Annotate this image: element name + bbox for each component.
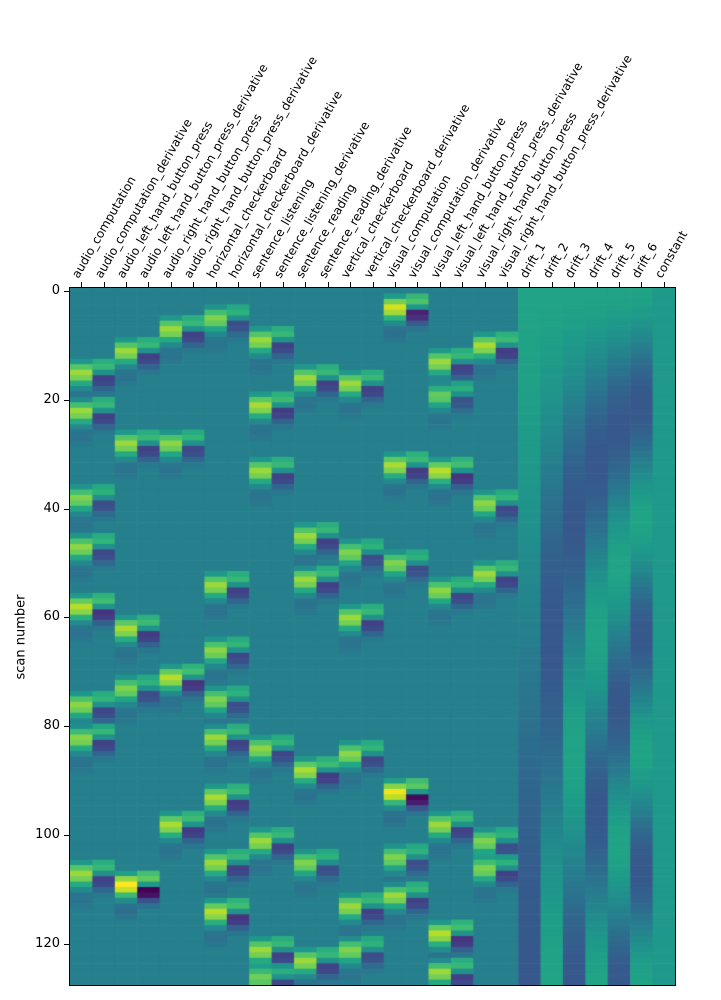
x-tick [462, 282, 464, 287]
x-tick [260, 282, 262, 287]
y-tick-label-100: 100 [35, 827, 60, 843]
x-tick [126, 282, 128, 287]
y-tick [64, 944, 69, 946]
x-tick [327, 282, 329, 287]
x-tick [193, 282, 195, 287]
x-tick [170, 282, 172, 287]
x-tick [417, 282, 419, 287]
x-tick [596, 282, 598, 287]
x-tick [350, 282, 352, 287]
y-tick [64, 726, 69, 728]
y-tick [64, 617, 69, 619]
y-tick [64, 508, 69, 510]
x-tick [641, 282, 643, 287]
x-tick [238, 282, 240, 287]
x-tick [506, 282, 508, 287]
y-tick [64, 399, 69, 401]
x-tick [529, 282, 531, 287]
y-tick-label-40: 40 [43, 500, 60, 516]
x-tick [282, 282, 284, 287]
y-tick-label-0: 0 [51, 282, 60, 298]
y-tick [64, 835, 69, 837]
x-tick [215, 282, 217, 287]
x-tick [663, 282, 665, 287]
x-tick [484, 282, 486, 287]
x-tick [81, 282, 83, 287]
x-tick [305, 282, 307, 287]
y-tick-label-60: 60 [43, 609, 60, 625]
x-tick [551, 282, 553, 287]
x-tick [372, 282, 374, 287]
y-axis-title: scan number [13, 594, 29, 679]
x-tick [394, 282, 396, 287]
x-tick [103, 282, 105, 287]
y-tick-label-120: 120 [35, 936, 60, 952]
y-tick-label-80: 80 [43, 718, 60, 734]
y-tick-label-20: 20 [43, 391, 60, 407]
x-tick [148, 282, 150, 287]
x-tick [618, 282, 620, 287]
y-tick [64, 290, 69, 292]
design-matrix-heatmap [70, 288, 675, 985]
x-tick [439, 282, 441, 287]
x-tick [574, 282, 576, 287]
